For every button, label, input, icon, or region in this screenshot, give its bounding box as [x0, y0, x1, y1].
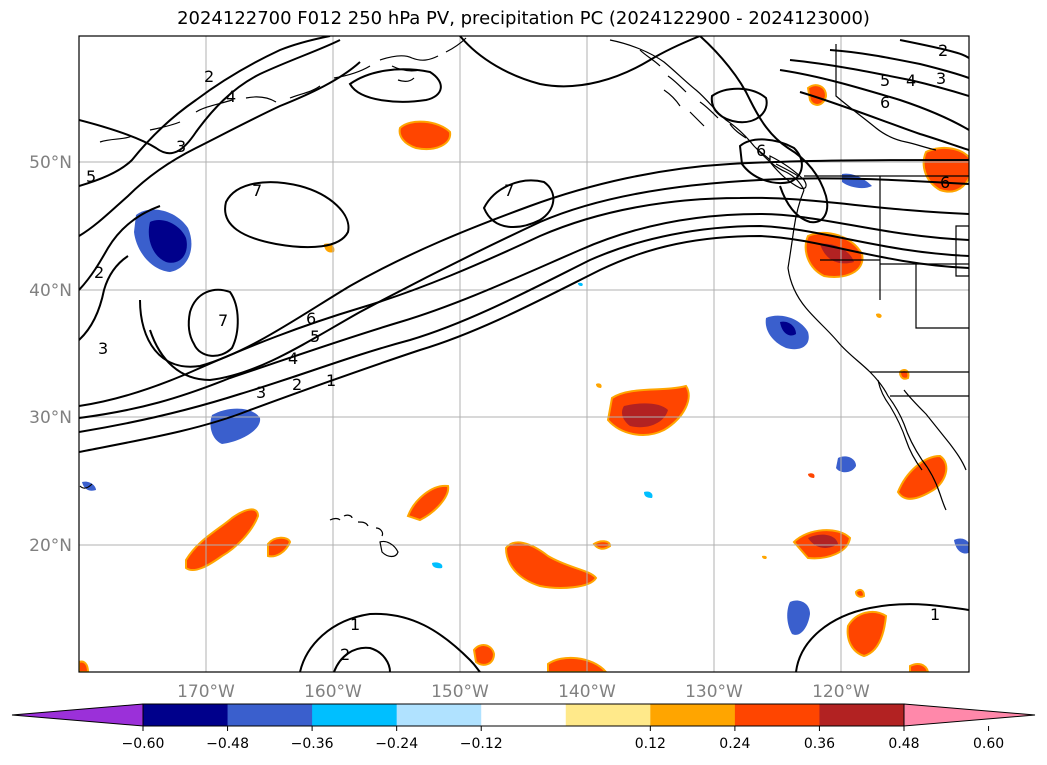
contour-label: 3 — [176, 137, 186, 156]
contour-label: 5 — [86, 167, 96, 186]
colorbar-segment — [143, 704, 229, 726]
contour-label: 4 — [226, 87, 236, 106]
colorbar-tick-label: −0.36 — [291, 736, 334, 752]
contour-label: 2 — [938, 41, 948, 60]
colorbar-segment — [819, 704, 905, 726]
lon-label: 160°W — [304, 682, 362, 702]
lon-label: 140°W — [558, 682, 616, 702]
colorbar-ticks: −0.60 −0.48 −0.36 −0.24 −0.12 0.12 0.24 0.36 0.4… — [122, 726, 1004, 752]
lat-label: 50°N — [29, 153, 72, 173]
longitude-labels: 170°W 160°W 150°W 140°W 130°W 120°W — [177, 682, 870, 702]
colorbar-tick-label: 0.36 — [804, 736, 835, 752]
contour-label: 7 — [252, 181, 262, 200]
contour-label: 2 — [292, 375, 302, 394]
latitude-labels: 50°N 40°N 30°N 20°N — [29, 153, 72, 556]
contour-label: 1 — [326, 371, 336, 390]
lat-label: 20°N — [29, 536, 72, 556]
contour-label: 6 — [880, 93, 890, 112]
colorbar-tick-label: −0.48 — [206, 736, 249, 752]
colorbar-outline — [142, 703, 905, 727]
colorbar: −0.60 −0.48 −0.36 −0.24 −0.12 0.12 0.24 0.36 0.4… — [11, 703, 1036, 752]
pv-contours — [79, 36, 969, 672]
colorbar-tick-label: 0.48 — [888, 736, 919, 752]
colorbar-segments — [11, 703, 1036, 727]
colorbar-extend-low — [11, 703, 144, 727]
lat-label: 40°N — [29, 281, 72, 301]
lon-label: 130°W — [685, 682, 743, 702]
negative-anomaly-patches — [82, 173, 969, 635]
colorbar-tick-label: 0.60 — [973, 736, 1004, 752]
colorbar-tick-label: −0.60 — [122, 736, 165, 752]
contour-label: 7 — [504, 181, 514, 200]
colorbar-extend-high — [903, 703, 1036, 727]
contour-label: 1 — [350, 615, 360, 634]
coastlines — [79, 37, 969, 558]
colorbar-segment — [650, 704, 736, 726]
contour-label: 5 — [310, 327, 320, 346]
colorbar-segment — [227, 704, 313, 726]
precip-shading — [79, 84, 969, 672]
colorbar-segment — [396, 704, 482, 726]
contour-label: 3 — [98, 339, 108, 358]
map-frame — [78, 35, 970, 673]
contour-label: 3 — [256, 383, 266, 402]
contour-label: 2 — [204, 67, 214, 86]
contour-label: 7 — [218, 311, 228, 330]
contour-label: 6 — [756, 141, 766, 160]
contour-label: 2 — [340, 645, 350, 664]
graticule — [79, 36, 969, 672]
map-title: 2024122700 F012 250 hPa PV, precipitatio… — [177, 8, 870, 29]
lon-label: 120°W — [812, 682, 870, 702]
contour-label: 4 — [288, 349, 298, 368]
lon-label: 170°W — [177, 682, 235, 702]
colorbar-tick-label: 0.12 — [635, 736, 666, 752]
contour-label: 6 — [940, 173, 950, 192]
contour-label: 1 — [930, 605, 940, 624]
colorbar-tick-label: −0.24 — [375, 736, 418, 752]
colorbar-tick-label: 0.24 — [719, 736, 750, 752]
contour-label: 3 — [936, 69, 946, 88]
positive-anomaly-patches — [79, 84, 969, 672]
colorbar-segment — [481, 704, 567, 726]
colorbar-segment — [312, 704, 398, 726]
contour-label: 5 — [880, 71, 890, 90]
contour-labels: 2 4 3 5 2 3 7 7 7 6 5 4 3 2 1 6 5 4 3 2 … — [86, 41, 950, 664]
contour-label: 6 — [306, 309, 316, 328]
contour-label: 2 — [94, 263, 104, 282]
colorbar-tick-label: −0.12 — [460, 736, 503, 752]
colorbar-segment — [734, 704, 820, 726]
lat-label: 30°N — [29, 408, 72, 428]
contour-label: 4 — [906, 71, 916, 90]
lon-label: 150°W — [431, 682, 489, 702]
colorbar-segment — [565, 704, 651, 726]
